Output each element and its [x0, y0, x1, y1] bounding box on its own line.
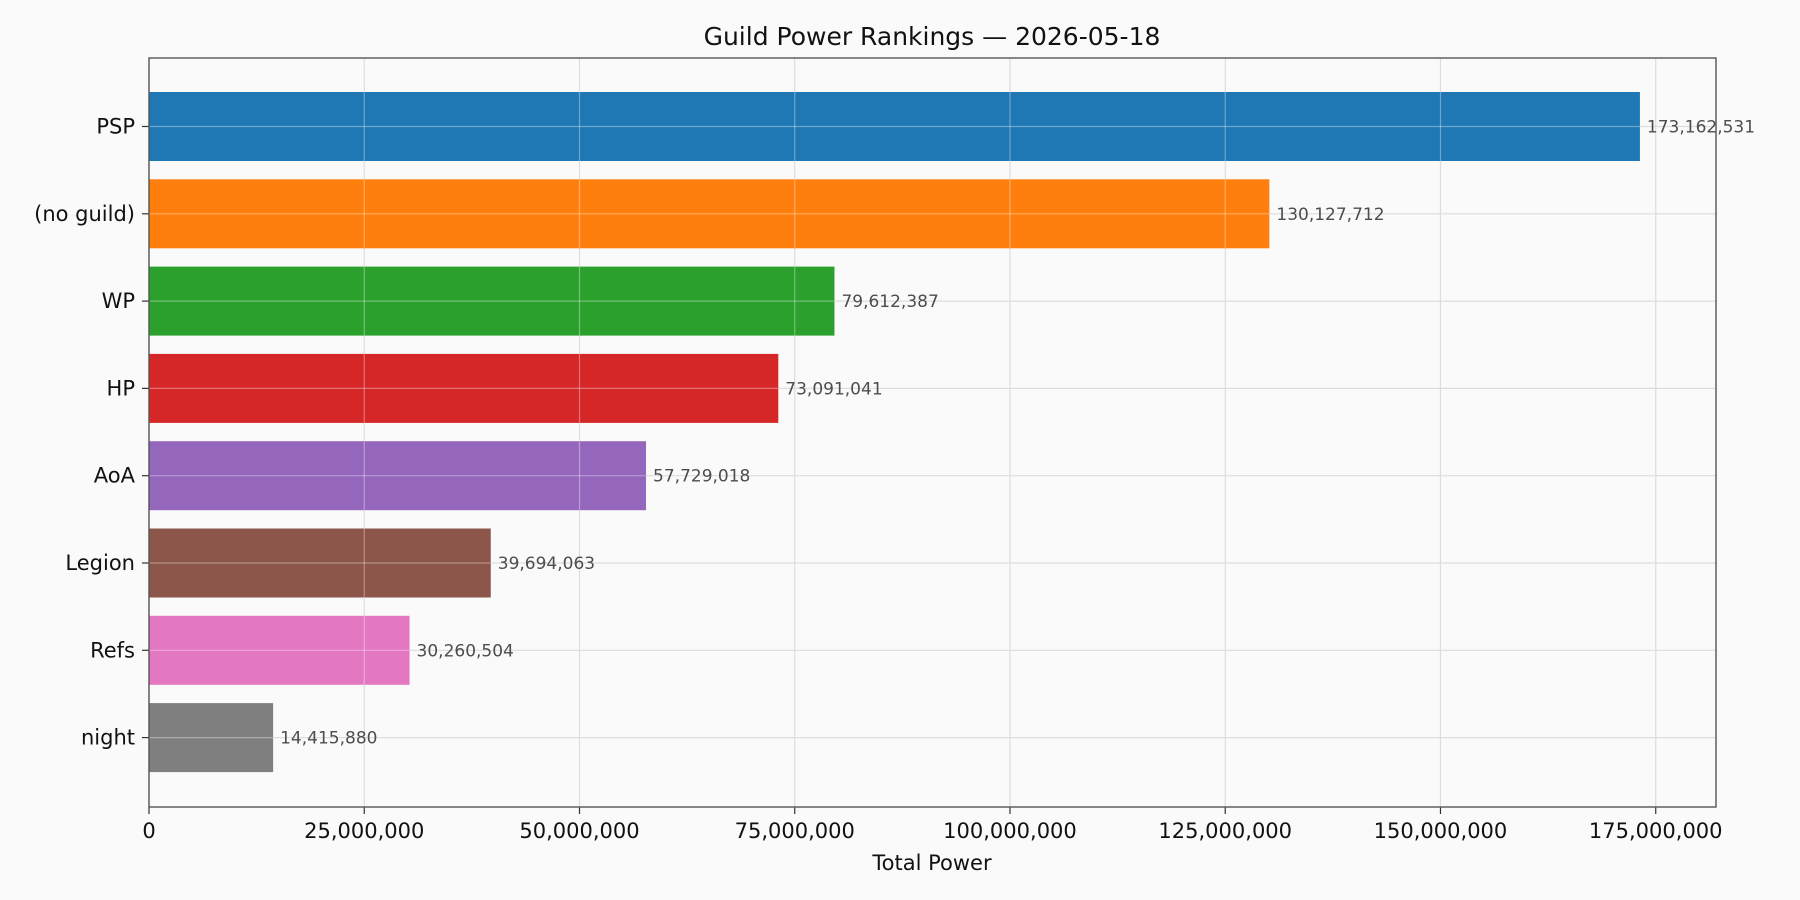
value-label: 130,127,712 — [1276, 205, 1384, 225]
value-label: 57,729,018 — [653, 467, 750, 487]
plot-frame — [148, 57, 1717, 808]
bar — [149, 615, 410, 685]
bar — [149, 179, 1270, 249]
category-label: (no guild) — [34, 202, 135, 226]
bar-layer — [149, 92, 1640, 773]
bar — [149, 703, 274, 773]
value-label: 30,260,504 — [417, 641, 514, 661]
category-label: night — [81, 726, 135, 750]
category-label: WP — [102, 289, 135, 313]
value-label: 39,694,063 — [498, 554, 595, 574]
category-label: Legion — [65, 551, 135, 575]
value-label-layer: 173,162,531 130,127,712 79,612,387 73,091,0… — [280, 118, 1755, 749]
category-label: PSP — [96, 115, 135, 139]
x-tick-label: 175,000,000 — [1589, 819, 1723, 843]
category-label: Refs — [90, 638, 135, 662]
value-label: 173,162,531 — [1647, 118, 1755, 138]
x-tick-label: 150,000,000 — [1374, 819, 1508, 843]
x-tick-label: 75,000,000 — [735, 819, 855, 843]
bar — [149, 92, 1640, 161]
x-tick-label: 0 — [142, 819, 155, 843]
bar — [149, 441, 647, 511]
bar — [149, 266, 835, 336]
bar — [149, 353, 779, 423]
x-tick-label: 50,000,000 — [519, 819, 639, 843]
value-label: 73,091,041 — [785, 379, 882, 399]
x-tick-label: 125,000,000 — [1158, 819, 1292, 843]
x-tick-label: 100,000,000 — [943, 819, 1077, 843]
category-label: AoA — [94, 464, 136, 488]
value-label: 79,612,387 — [841, 292, 938, 312]
axis-layer: 0 25,000,000 50,000,000 75,000,000 100,000,0… — [34, 115, 1722, 844]
value-label: 14,415,880 — [280, 729, 377, 749]
chart-title: Guild Power Rankings — 2026-05-18 — [704, 22, 1161, 51]
x-tick-label: 25,000,000 — [304, 819, 424, 843]
bar — [149, 528, 491, 598]
category-label: HP — [107, 376, 135, 400]
x-axis-label: Total Power — [871, 851, 992, 875]
